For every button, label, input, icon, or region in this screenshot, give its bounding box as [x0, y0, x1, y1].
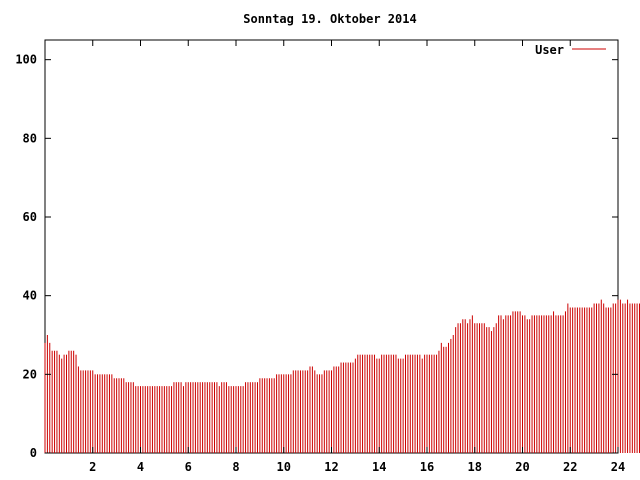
x-tick-label: 14 [372, 460, 386, 474]
x-tick-label: 6 [185, 460, 192, 474]
y-tick-label: 100 [15, 53, 37, 67]
x-axis: 2 4 6 8 10 12 14 16 18 20 22 24 [89, 40, 625, 474]
chart-title: Sonntag 19. Oktober 2014 [243, 12, 416, 26]
legend: User [535, 43, 606, 57]
x-tick-label: 16 [420, 460, 434, 474]
x-tick-label: 18 [468, 460, 482, 474]
y-tick-label: 60 [23, 210, 37, 224]
x-tick-label: 24 [611, 460, 625, 474]
x-tick-label: 22 [563, 460, 577, 474]
bar-series [44, 299, 640, 453]
y-tick-label: 40 [23, 289, 37, 303]
y-tick-label: 0 [30, 446, 37, 460]
x-tick-label: 8 [232, 460, 239, 474]
x-tick-label: 10 [277, 460, 291, 474]
y-tick-label: 20 [23, 367, 37, 381]
x-tick-label: 12 [324, 460, 338, 474]
y-tick-label: 80 [23, 131, 37, 145]
x-tick-label: 2 [89, 460, 96, 474]
y-axis: 0 20 40 60 80 100 [15, 53, 618, 460]
legend-label: User [535, 43, 564, 57]
x-tick-label: 20 [515, 460, 529, 474]
x-tick-label: 4 [137, 460, 144, 474]
